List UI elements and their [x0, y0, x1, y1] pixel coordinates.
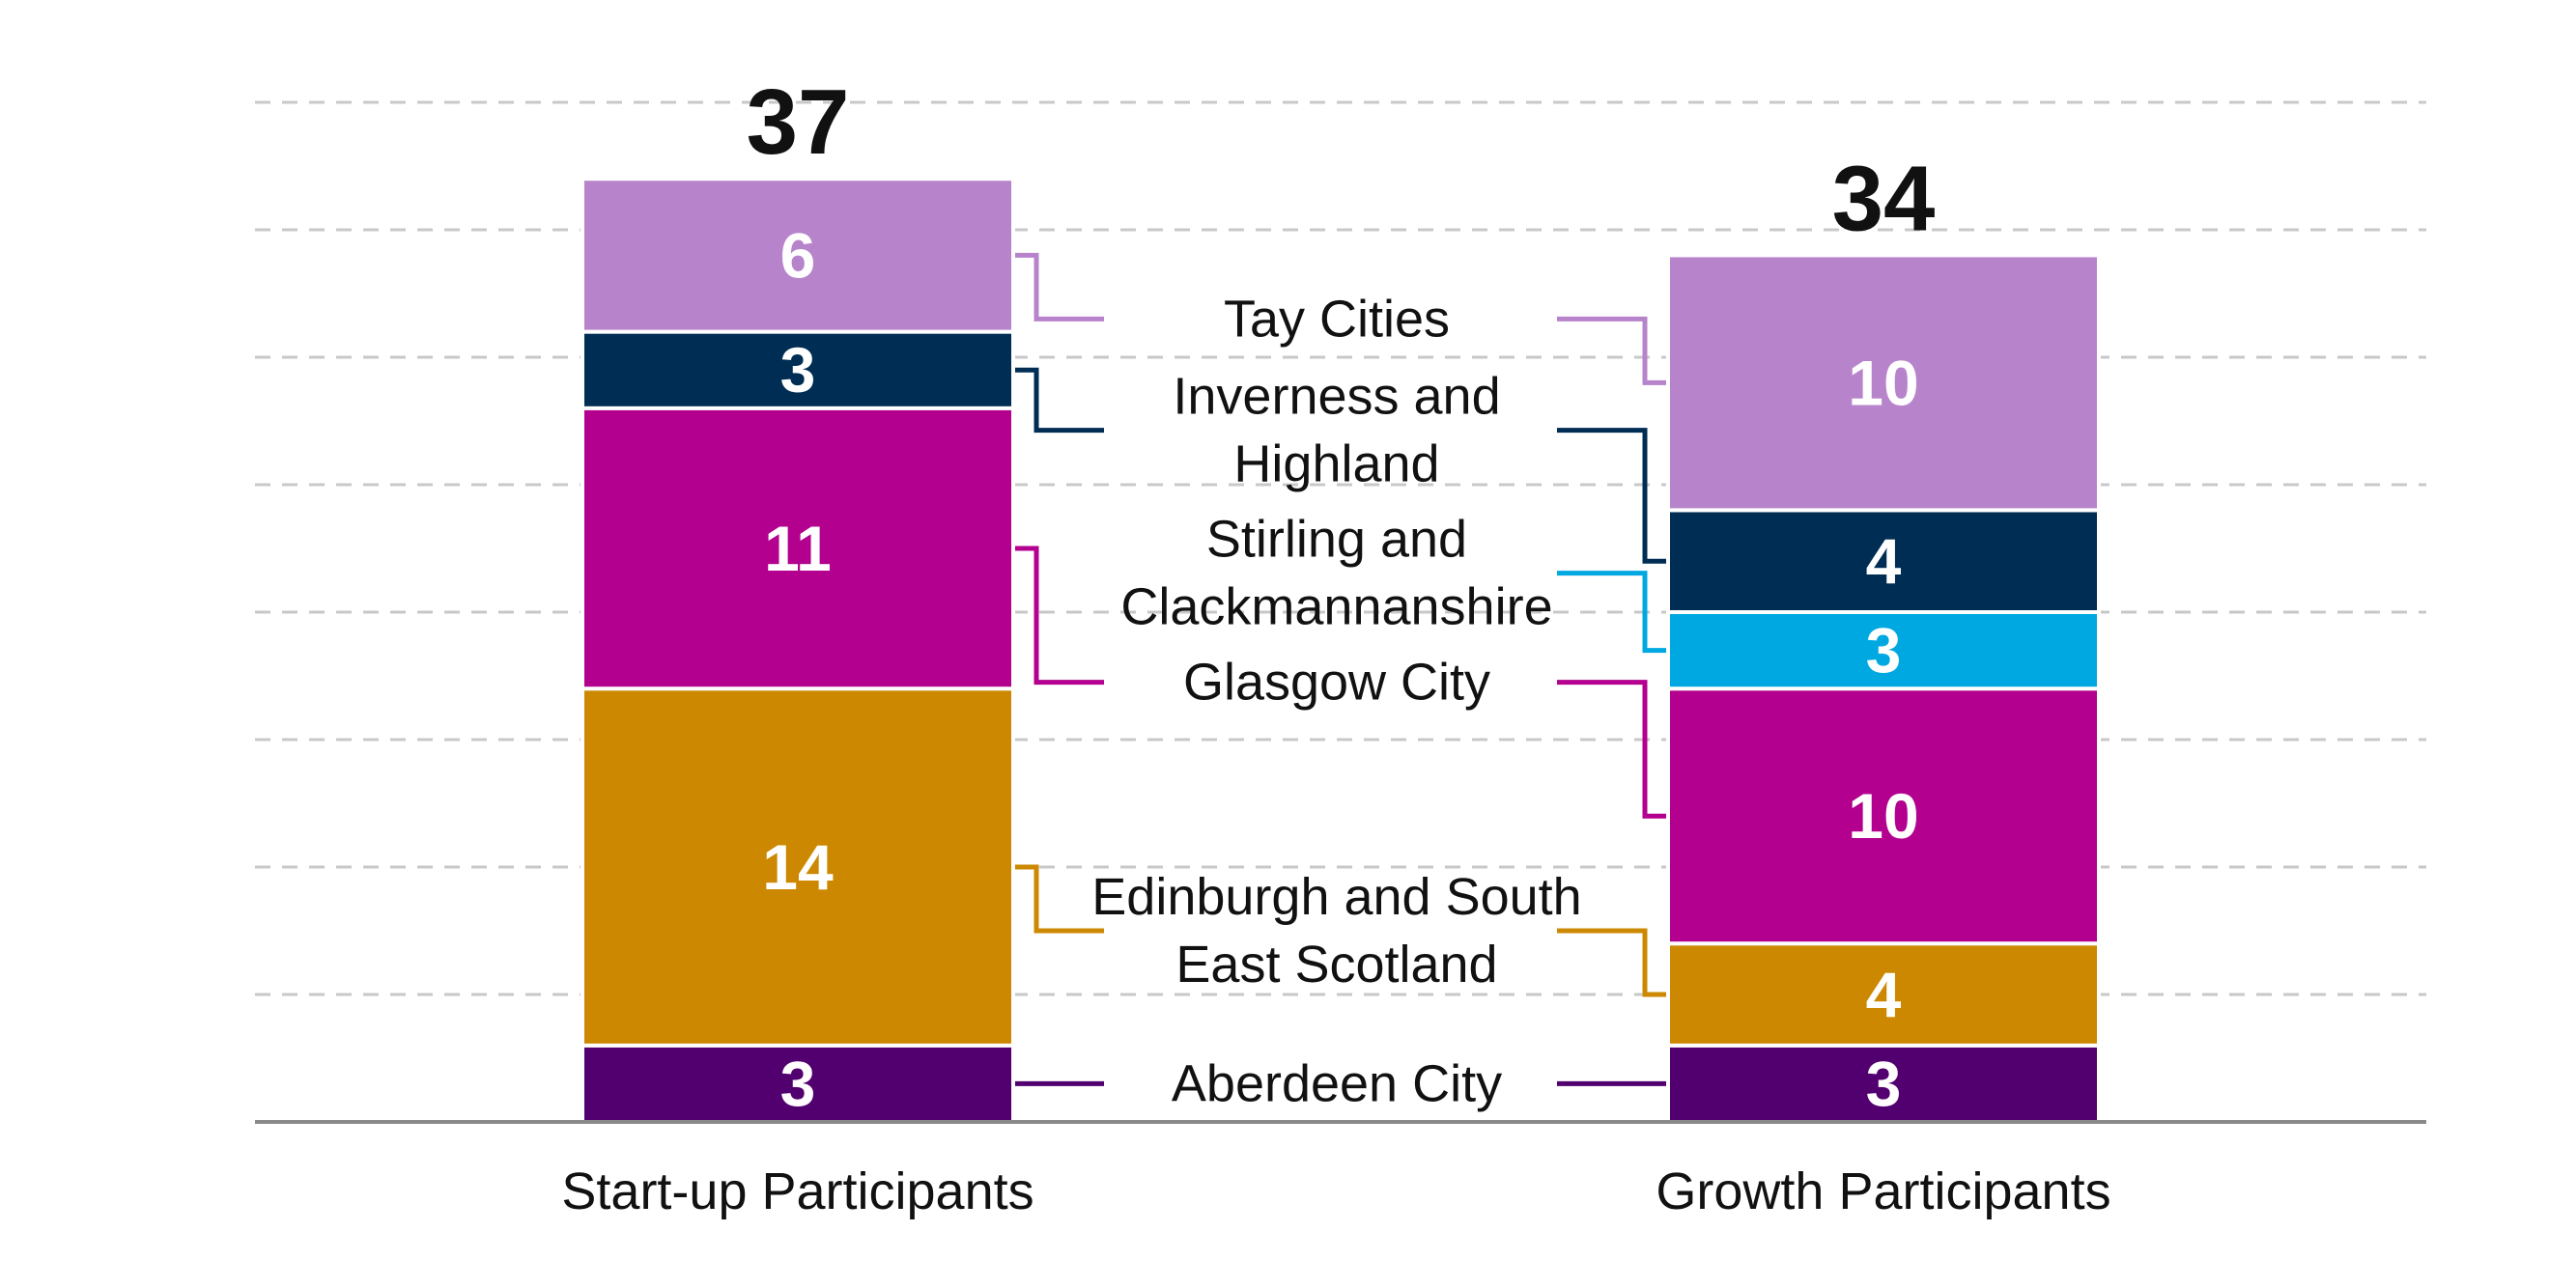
- bars: [580, 177, 2101, 1125]
- connector-edinburgh-and-south-east-scotland-growth: [1557, 928, 1668, 997]
- bar-segment-inverness-and-highland-growth-participants: [1666, 508, 2101, 615]
- connector-glasgow-city-growth: [1557, 680, 1668, 819]
- region-label-inverness-and-highland: Inverness and Highland: [1173, 368, 1500, 493]
- segment-value-inverness-and-highland-start-up-participants: 3: [780, 334, 816, 406]
- bar-segment-tay-cities-growth-participants: [1666, 253, 2101, 513]
- total-label-growth-participants: 34: [1832, 147, 1936, 250]
- bar-segment-stirling-and-clackmannanshire-growth-participants: [1666, 610, 2101, 691]
- segment-value-inverness-and-highland-growth-participants: 4: [1866, 525, 1902, 597]
- segment-value-edinburgh-and-south-east-scotland-start-up-participants: 14: [762, 831, 834, 903]
- connector-tay-cities-startup: [1013, 252, 1104, 322]
- connector-tay-cities-growth: [1557, 316, 1668, 385]
- connector-edinburgh-and-south-east-scotland-startup: [1013, 864, 1104, 934]
- category-label-growth-participants: Growth Participants: [1656, 1162, 2110, 1220]
- connector-stirling-and-clackmannanshire-growth: [1557, 571, 1668, 654]
- segment-value-labels: 3 14 11 3 6 3 4 10 3 4 10: [762, 219, 1918, 1119]
- region-label-tay-cities: Tay Cities: [1224, 290, 1450, 348]
- segment-value-glasgow-city-start-up-participants: 11: [764, 513, 832, 584]
- region-label-aberdeen-city: Aberdeen City: [1172, 1054, 1502, 1112]
- total-label-start-up-participants: 37: [747, 70, 850, 174]
- bar-segment-edinburgh-and-south-east-scotland-growth-participants: [1666, 941, 2101, 1048]
- bar-segment-tay-cities-start-up-participants: [580, 177, 1015, 334]
- connector-inverness-and-highland-growth: [1557, 428, 1668, 564]
- category-axis-labels: Start-up Participants Growth Participants: [561, 1162, 2110, 1220]
- connector-inverness-and-highland-startup: [1013, 367, 1104, 434]
- segment-value-tay-cities-growth-participants: 10: [1848, 347, 1918, 418]
- region-label-stirling-and-clackmannanshire: Stirling and Clackmannanshire: [1120, 511, 1552, 636]
- bar-segment-inverness-and-highland-start-up-participants: [580, 329, 1015, 410]
- segment-value-aberdeen-city-growth-participants: 3: [1866, 1048, 1902, 1119]
- segment-value-glasgow-city-growth-participants: 10: [1848, 780, 1918, 852]
- connector-glasgow-city-startup: [1013, 546, 1104, 686]
- segment-value-edinburgh-and-south-east-scotland-growth-participants: 4: [1866, 959, 1902, 1030]
- segment-value-aberdeen-city-start-up-participants: 3: [780, 1048, 816, 1119]
- region-label-glasgow-city: Glasgow City: [1183, 654, 1490, 712]
- bar-segment-aberdeen-city-growth-participants: [1666, 1043, 2101, 1125]
- total-labels: 37 34: [747, 70, 1936, 250]
- category-label-start-up-participants: Start-up Participants: [561, 1162, 1033, 1220]
- segment-value-stirling-and-clackmannanshire-growth-participants: 3: [1866, 615, 1902, 686]
- region-labels: Aberdeen City Edinburgh and South East Sco…: [1091, 290, 1581, 1112]
- connector-lines: [1013, 252, 1668, 1086]
- region-label-edinburgh-and-south-east-scotland: Edinburgh and South East Scotland: [1091, 868, 1581, 994]
- segment-value-tay-cities-start-up-participants: 6: [780, 219, 816, 291]
